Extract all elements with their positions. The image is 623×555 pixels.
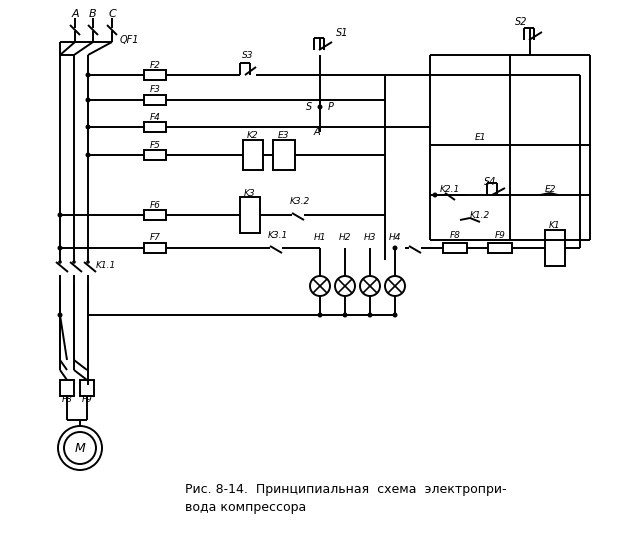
Text: E1: E1 bbox=[475, 134, 487, 143]
Text: K3.1: K3.1 bbox=[268, 231, 288, 240]
Text: F9: F9 bbox=[495, 231, 505, 240]
Circle shape bbox=[64, 432, 96, 464]
Circle shape bbox=[392, 245, 397, 250]
Bar bbox=[144, 243, 166, 253]
Bar bbox=[80, 380, 94, 396]
Circle shape bbox=[360, 276, 380, 296]
Text: F3: F3 bbox=[150, 85, 161, 94]
Circle shape bbox=[85, 153, 90, 158]
Text: H1: H1 bbox=[314, 234, 326, 243]
Text: S2: S2 bbox=[515, 17, 528, 27]
Circle shape bbox=[368, 312, 373, 317]
Text: K1: K1 bbox=[549, 221, 561, 230]
Bar bbox=[545, 230, 565, 266]
Text: S3: S3 bbox=[242, 51, 254, 59]
Text: F9: F9 bbox=[82, 396, 92, 405]
Bar bbox=[443, 243, 467, 253]
Bar bbox=[488, 243, 512, 253]
Text: F4: F4 bbox=[150, 113, 161, 122]
Text: K2.1: K2.1 bbox=[440, 185, 460, 194]
Circle shape bbox=[72, 260, 76, 264]
Text: H4: H4 bbox=[389, 234, 401, 243]
Circle shape bbox=[335, 276, 355, 296]
Text: F2: F2 bbox=[150, 60, 161, 69]
Bar bbox=[144, 95, 166, 105]
Text: QF1: QF1 bbox=[120, 35, 140, 45]
Text: K3.2: K3.2 bbox=[290, 198, 310, 206]
Text: B: B bbox=[89, 9, 97, 19]
Text: F5: F5 bbox=[150, 140, 161, 149]
Text: F8: F8 bbox=[62, 396, 72, 405]
Text: S: S bbox=[306, 102, 312, 112]
Circle shape bbox=[58, 260, 62, 264]
Bar bbox=[144, 70, 166, 80]
Text: K1.2: K1.2 bbox=[470, 210, 490, 219]
Circle shape bbox=[385, 276, 405, 296]
Text: S4: S4 bbox=[483, 177, 497, 187]
Bar bbox=[144, 150, 166, 160]
Circle shape bbox=[85, 98, 90, 103]
Circle shape bbox=[85, 73, 90, 78]
Text: E2: E2 bbox=[545, 185, 556, 194]
Circle shape bbox=[86, 260, 90, 264]
Text: Рис. 8-14.  Принципиальная  схема  электропри-: Рис. 8-14. Принципиальная схема электроп… bbox=[185, 483, 506, 497]
Text: A: A bbox=[313, 127, 320, 137]
Text: K1.1: K1.1 bbox=[96, 260, 117, 270]
Text: F6: F6 bbox=[150, 200, 161, 209]
Bar bbox=[240, 197, 260, 233]
Circle shape bbox=[57, 213, 62, 218]
Circle shape bbox=[392, 312, 397, 317]
Text: K2: K2 bbox=[247, 130, 259, 139]
Bar bbox=[144, 210, 166, 220]
Bar bbox=[60, 380, 74, 396]
Bar bbox=[243, 140, 263, 170]
Circle shape bbox=[85, 124, 90, 129]
Circle shape bbox=[432, 193, 437, 198]
Circle shape bbox=[58, 426, 102, 470]
Circle shape bbox=[318, 104, 323, 109]
Text: P: P bbox=[328, 102, 334, 112]
Text: H2: H2 bbox=[339, 234, 351, 243]
Circle shape bbox=[343, 312, 348, 317]
Text: A: A bbox=[71, 9, 79, 19]
Circle shape bbox=[318, 312, 323, 317]
Text: вода компрессора: вода компрессора bbox=[185, 502, 307, 514]
Text: S1: S1 bbox=[336, 28, 348, 38]
Text: C: C bbox=[108, 9, 116, 19]
Text: K3: K3 bbox=[244, 189, 256, 198]
Circle shape bbox=[57, 312, 62, 317]
Bar bbox=[273, 140, 295, 170]
Text: F7: F7 bbox=[150, 234, 161, 243]
Circle shape bbox=[57, 245, 62, 250]
Text: H3: H3 bbox=[364, 234, 376, 243]
Text: F8: F8 bbox=[450, 231, 460, 240]
Circle shape bbox=[310, 276, 330, 296]
Text: E3: E3 bbox=[278, 130, 290, 139]
Bar bbox=[144, 122, 166, 132]
Text: M: M bbox=[75, 441, 85, 455]
